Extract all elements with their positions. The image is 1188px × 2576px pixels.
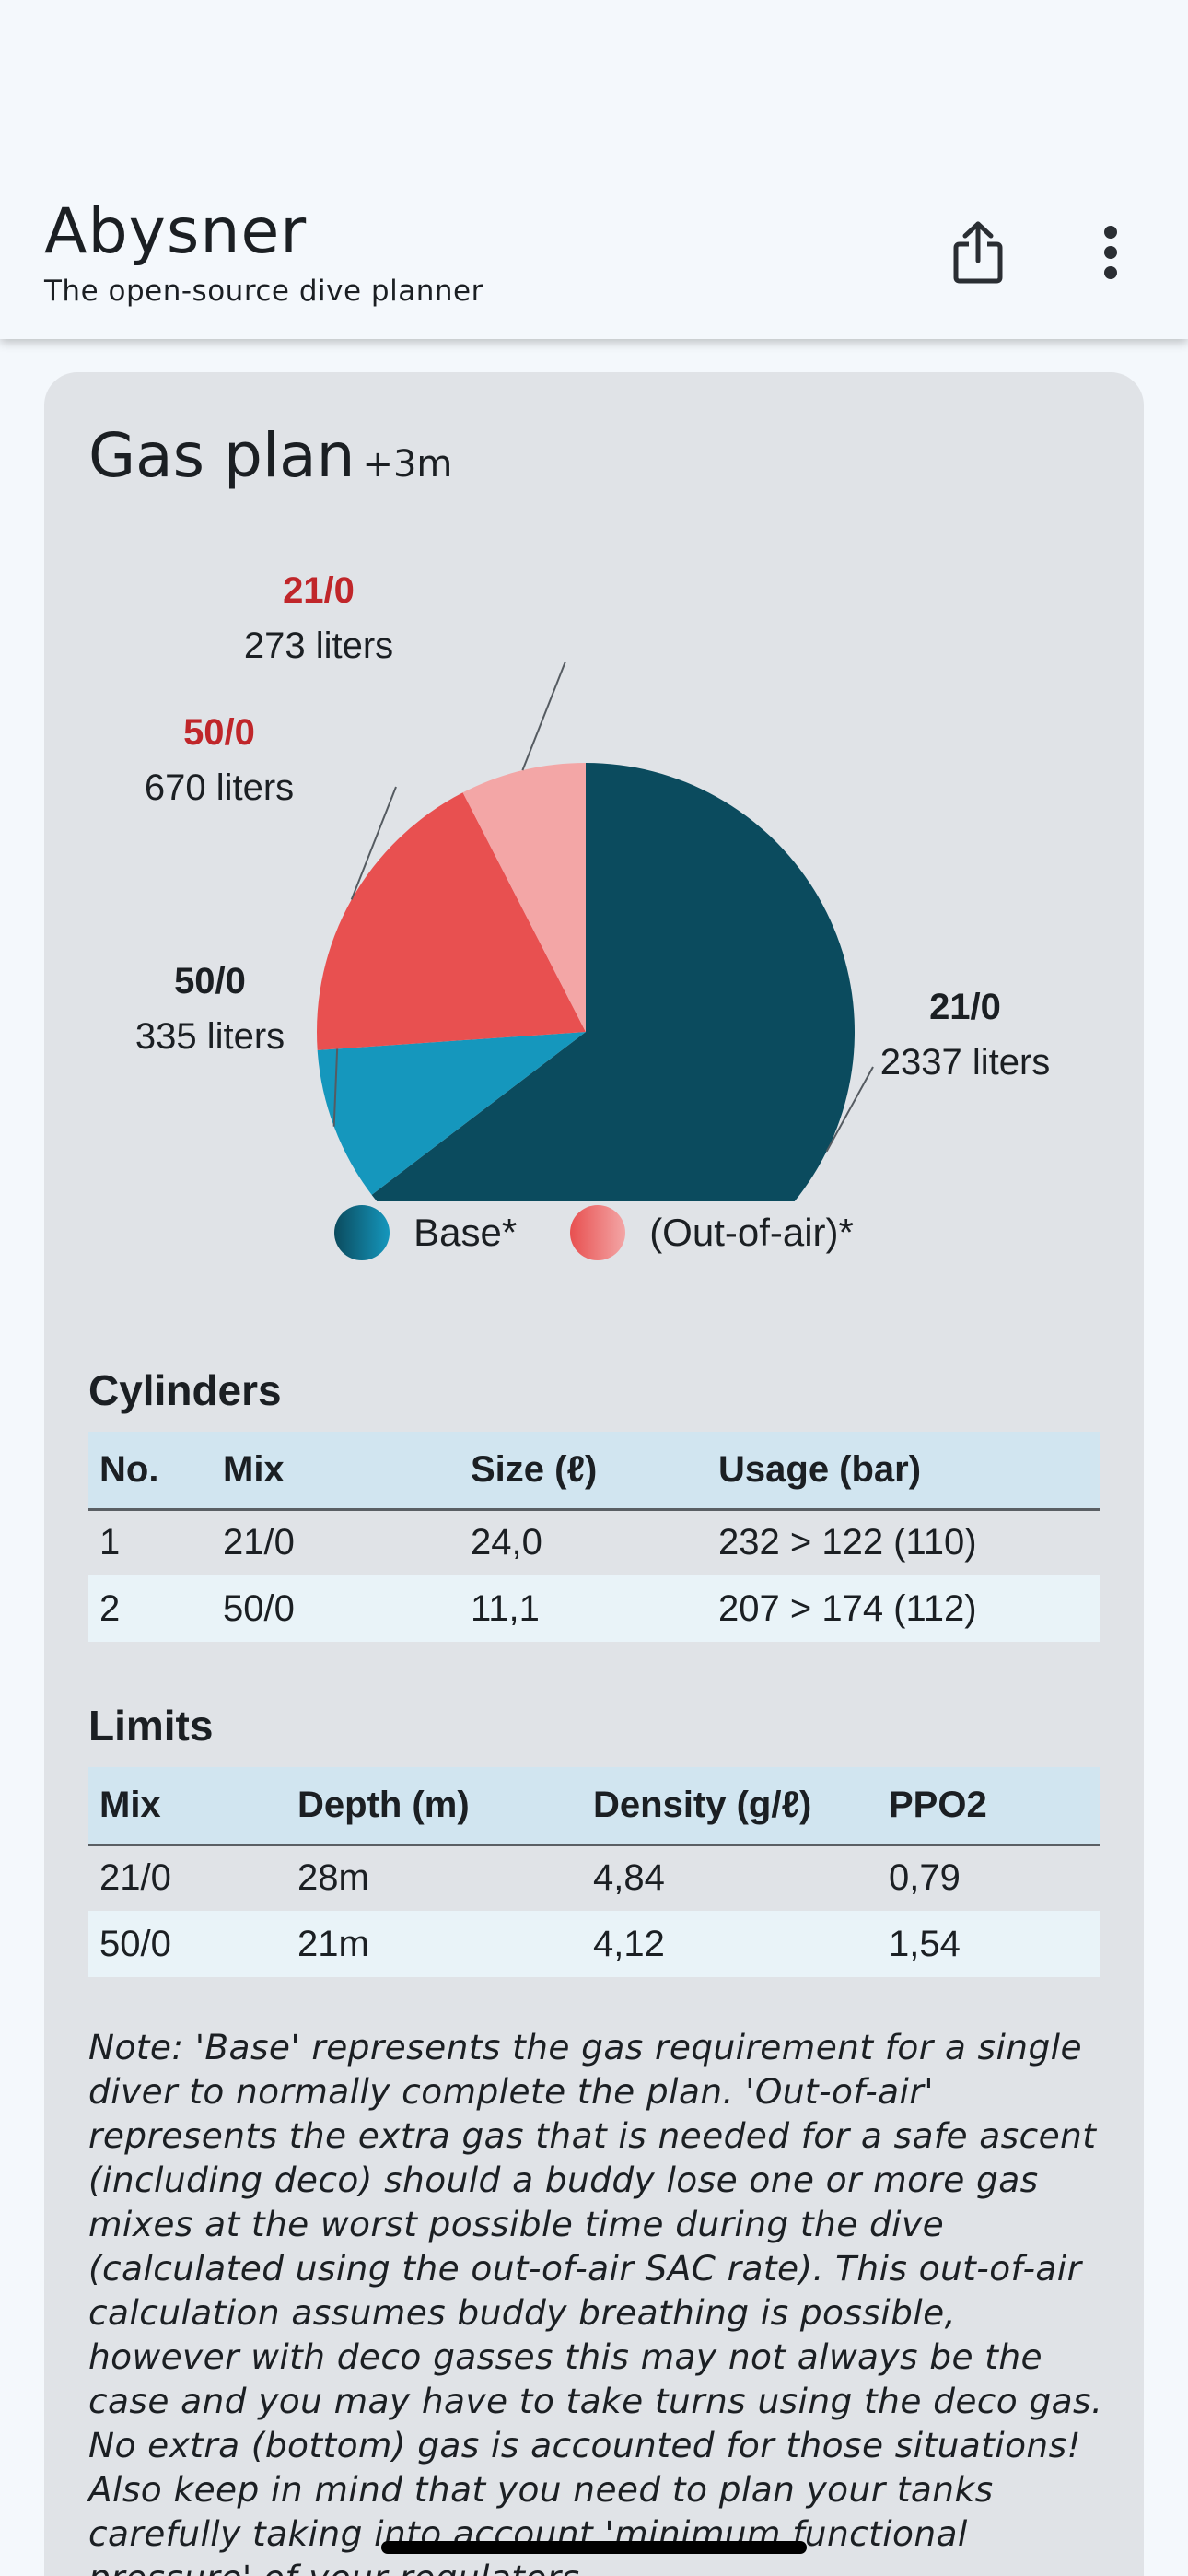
- limit-depth: 28m: [297, 1857, 369, 1899]
- column-header-mix: Mix: [212, 1432, 460, 1511]
- limit-mix: 50/0: [88, 1911, 286, 1977]
- legend-label-out-of-air: (Out-of-air)*: [649, 1211, 854, 1254]
- column-header-usage: Usage (bar): [707, 1432, 1100, 1511]
- pie-label-volume-3: 273 liters: [244, 626, 393, 666]
- table-row: 50/0 21m 4,12 1,54: [88, 1911, 1100, 1977]
- limit-density: 4,84: [593, 1857, 665, 1899]
- table-row: 21/0 28m 4,84 0,79: [88, 1844, 1100, 1911]
- gas-plan-title-text: Gas plan: [88, 420, 355, 491]
- column-header-mix: Mix: [88, 1767, 286, 1846]
- pie-label-mix-0: 21/0: [929, 987, 1001, 1027]
- gas-plan-title: Gas plan +3m: [88, 420, 452, 491]
- more-options-button[interactable]: [1065, 206, 1157, 299]
- app-title: Abysner: [44, 195, 308, 268]
- column-header-no: No.: [88, 1432, 212, 1511]
- cylinder-usage: 232 > 122 (110): [718, 1522, 977, 1563]
- pie-slice-3: [462, 763, 586, 1032]
- limit-density: 4,12: [582, 1911, 878, 1977]
- pie-label-mix-2: 50/0: [183, 712, 255, 753]
- app-bar: Abysner The open-source dive planner: [0, 0, 1188, 339]
- legend-swatch-base: [334, 1205, 390, 1260]
- limit-depth: 21m: [286, 1911, 582, 1977]
- gas-plan-card: Gas plan +3m 21/0 2337 liters 50/0 335 liter…: [44, 372, 1144, 2576]
- limits-title: Limits: [88, 1702, 214, 1750]
- column-header-depth: Depth (m): [286, 1767, 582, 1846]
- cylinder-size: 24,0: [471, 1522, 542, 1563]
- gas-pie-chart: 21/0 2337 liters 50/0 335 liters 50/0 670 lit…: [135, 570, 1051, 1302]
- limit-ppo2: 1,54: [878, 1911, 1100, 1977]
- pie-leader-line-2: [350, 786, 397, 900]
- legend-item-out-of-air: (Out-of-air)*: [570, 1205, 854, 1260]
- column-header-ppo2: PPO2: [878, 1767, 1100, 1846]
- cylinder-mix: 50/0: [212, 1575, 460, 1642]
- pie-leader-line-0: [825, 1066, 874, 1153]
- table-row: 1 21/0 24,0 232 > 122 (110): [88, 1509, 1100, 1575]
- share-icon: [953, 221, 1003, 284]
- cylinder-no: 1: [99, 1522, 121, 1563]
- column-header-size: Size (ℓ): [460, 1432, 707, 1511]
- limits-table: Mix Depth (m) Density (g/ℓ) PPO2 21/0 28…: [88, 1767, 1100, 1977]
- app-subtitle: The open-source dive planner: [44, 275, 483, 308]
- cylinder-usage: 207 > 174 (112): [707, 1575, 1100, 1642]
- pie-slice-2: [317, 792, 586, 1050]
- more-vert-icon: [1104, 226, 1117, 279]
- cylinders-table: No. Mix Size (ℓ) Usage (bar) 1 21/0 24,0…: [88, 1432, 1100, 1642]
- pie-label-mix-3: 21/0: [283, 570, 355, 611]
- home-indicator: [381, 2541, 807, 2554]
- cylinder-mix: 21/0: [223, 1522, 295, 1563]
- pie-label-volume-2: 670 liters: [145, 767, 294, 808]
- column-header-density: Density (g/ℓ): [582, 1767, 878, 1846]
- depth-note: +3m: [362, 443, 453, 486]
- legend-item-base: Base*: [334, 1205, 517, 1260]
- chart-legend: Base* (Out-of-air)*: [44, 1205, 1144, 1260]
- cylinders-header-row: No. Mix Size (ℓ) Usage (bar): [88, 1432, 1100, 1511]
- pie-slice-0: [371, 763, 855, 1302]
- share-button[interactable]: [932, 206, 1024, 299]
- table-row: 2 50/0 11,1 207 > 174 (112): [88, 1575, 1100, 1642]
- cylinder-size: 11,1: [460, 1575, 707, 1642]
- legend-swatch-out-of-air: [570, 1205, 626, 1260]
- pie-label-mix-1: 50/0: [174, 961, 246, 1001]
- cylinder-no: 2: [88, 1575, 212, 1642]
- limit-ppo2: 0,79: [889, 1857, 961, 1899]
- cylinders-title: Cylinders: [88, 1366, 282, 1414]
- pie-label-volume-1: 335 liters: [135, 1016, 285, 1057]
- legend-label-base: Base*: [413, 1211, 518, 1254]
- gas-plan-note: Note: 'Base' represents the gas requirem…: [88, 2027, 1103, 2576]
- pie-leader-line-3: [521, 661, 566, 771]
- gas-pie-chart-container: 21/0 2337 liters 50/0 335 liters 50/0 670 lit…: [44, 520, 1144, 1533]
- limit-mix: 21/0: [99, 1857, 171, 1899]
- pie-label-volume-0: 2337 liters: [880, 1042, 1051, 1083]
- pie-slice-1: [317, 1032, 586, 1195]
- limits-header-row: Mix Depth (m) Density (g/ℓ) PPO2: [88, 1767, 1100, 1846]
